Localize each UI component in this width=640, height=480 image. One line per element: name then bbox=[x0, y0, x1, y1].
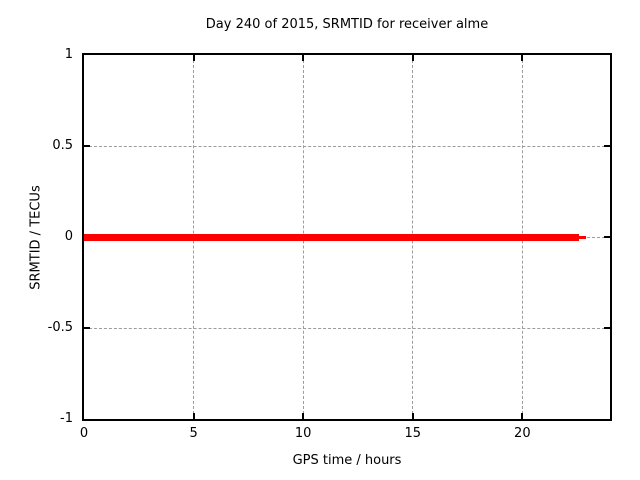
grid-line-horizontal bbox=[84, 327, 610, 329]
plot-area bbox=[82, 53, 612, 421]
x-tick-mark-top bbox=[411, 55, 414, 61]
data-line-tail bbox=[579, 235, 586, 239]
y-tick-mark-right bbox=[604, 145, 610, 147]
x-axis-label: GPS time / hours bbox=[292, 453, 402, 468]
y-tick-mark-right bbox=[604, 327, 610, 329]
x-tick-mark-bottom bbox=[192, 413, 195, 419]
x-tick-label: 20 bbox=[514, 426, 531, 441]
x-tick-mark-top bbox=[302, 55, 305, 61]
y-tick-mark-left bbox=[84, 145, 90, 147]
y-tick-label: 0 bbox=[64, 229, 73, 244]
x-tick-mark-top bbox=[192, 55, 195, 61]
x-tick-mark-top bbox=[521, 55, 524, 61]
x-tick-mark-bottom bbox=[521, 413, 524, 419]
y-tick-label: -0.5 bbox=[47, 320, 73, 335]
x-tick-mark-bottom bbox=[302, 413, 305, 419]
x-tick-mark-bottom bbox=[411, 413, 414, 419]
y-tick-label: 1 bbox=[64, 47, 73, 62]
x-tick-label: 10 bbox=[294, 426, 312, 441]
y-tick-mark-left bbox=[84, 327, 90, 329]
x-tick-label: 5 bbox=[189, 426, 198, 441]
y-tick-label: -1 bbox=[60, 411, 73, 426]
y-tick-label: 0.5 bbox=[52, 138, 73, 153]
x-tick-label: 0 bbox=[79, 426, 89, 441]
y-tick-mark-right bbox=[604, 236, 610, 238]
chart-title: Day 240 of 2015, SRMTID for receiver alm… bbox=[205, 17, 489, 32]
x-tick-label: 15 bbox=[404, 426, 422, 441]
grid-line-horizontal bbox=[84, 145, 610, 147]
data-line bbox=[84, 233, 580, 241]
